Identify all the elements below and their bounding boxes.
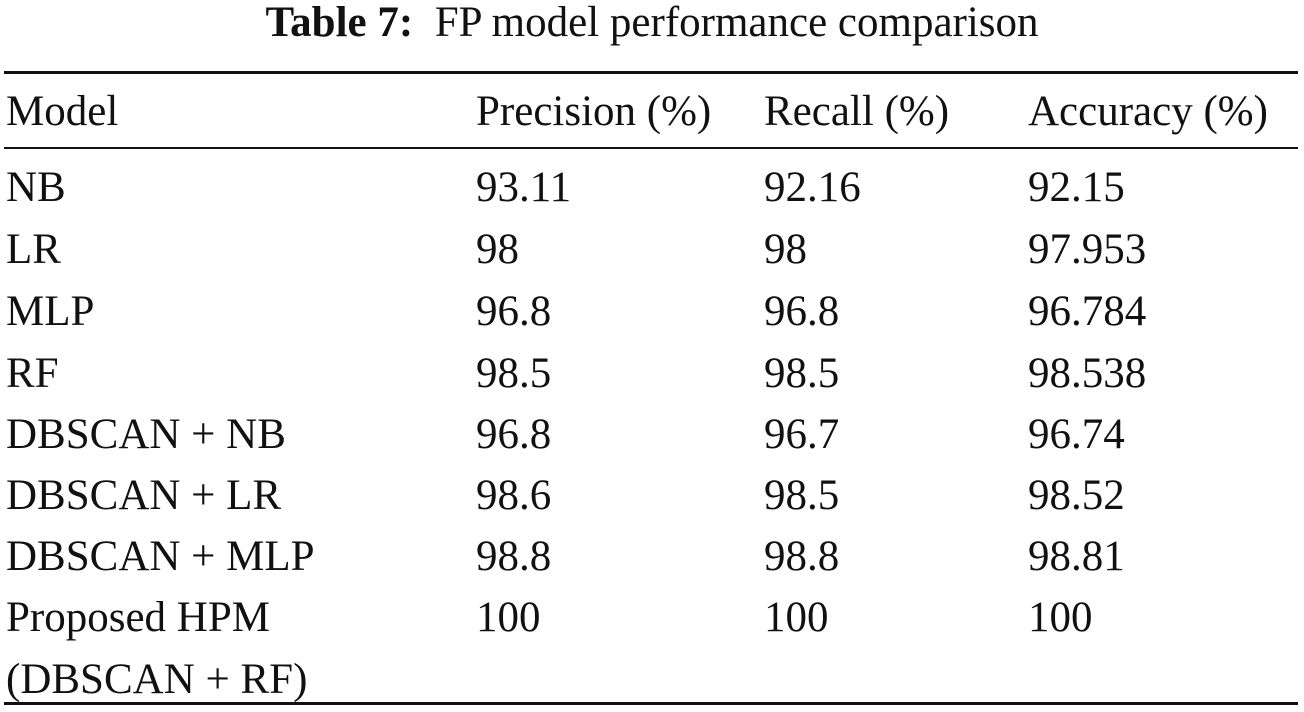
- model-cell: DBSCAN + MLP: [6, 533, 315, 580]
- recall-cell: 92.16: [764, 164, 861, 211]
- table-title: FP model performance comparison: [434, 0, 1039, 46]
- header-rule: [4, 147, 1298, 149]
- model-name-subline: (DBSCAN + RF): [6, 656, 308, 703]
- header-recall: Recall (%): [764, 88, 950, 135]
- recall-cell: 96.8: [764, 288, 840, 335]
- header-accuracy: Accuracy (%): [1028, 88, 1268, 135]
- recall-cell: 98.5: [764, 350, 840, 397]
- accuracy-cell: 98.538: [1028, 350, 1147, 397]
- accuracy-cell: 92.15: [1028, 164, 1125, 211]
- recall-cell: 100: [764, 594, 829, 641]
- top-rule: [4, 71, 1298, 74]
- recall-cell: 98.8: [764, 533, 840, 580]
- model-cell: RF: [6, 350, 59, 397]
- model-cell: DBSCAN + NB: [6, 411, 286, 458]
- model-cell: DBSCAN + LR: [6, 472, 282, 519]
- precision-cell: 93.11: [476, 164, 572, 211]
- accuracy-cell: 96.74: [1028, 411, 1125, 458]
- model-name-line: Proposed HPM: [6, 594, 271, 641]
- bottom-rule: [4, 702, 1298, 705]
- header-model: Model: [6, 88, 119, 135]
- model-cell: Proposed HPM (DBSCAN + RF): [6, 594, 307, 704]
- precision-cell: 98: [476, 226, 519, 273]
- accuracy-cell: 97.953: [1028, 226, 1147, 273]
- recall-cell: 98.5: [764, 472, 840, 519]
- accuracy-cell: 100: [1028, 594, 1093, 641]
- recall-cell: 96.7: [764, 411, 840, 458]
- precision-cell: 96.8: [476, 288, 552, 335]
- recall-cell: 98: [764, 226, 807, 273]
- precision-cell: 98.5: [476, 350, 552, 397]
- precision-cell: 98.6: [476, 472, 552, 519]
- model-cell: NB: [6, 164, 66, 211]
- precision-cell: 98.8: [476, 533, 552, 580]
- table-caption: Table 7: FP model performance comparison: [0, 0, 1304, 56]
- precision-cell: 100: [476, 594, 541, 641]
- model-cell: LR: [6, 226, 61, 273]
- model-cell: MLP: [6, 288, 95, 335]
- table-number-label: Table 7:: [265, 0, 414, 46]
- accuracy-cell: 98.52: [1028, 472, 1125, 519]
- header-precision: Precision (%): [476, 88, 712, 135]
- precision-cell: 96.8: [476, 411, 552, 458]
- accuracy-cell: 98.81: [1028, 533, 1125, 580]
- accuracy-cell: 96.784: [1028, 288, 1147, 335]
